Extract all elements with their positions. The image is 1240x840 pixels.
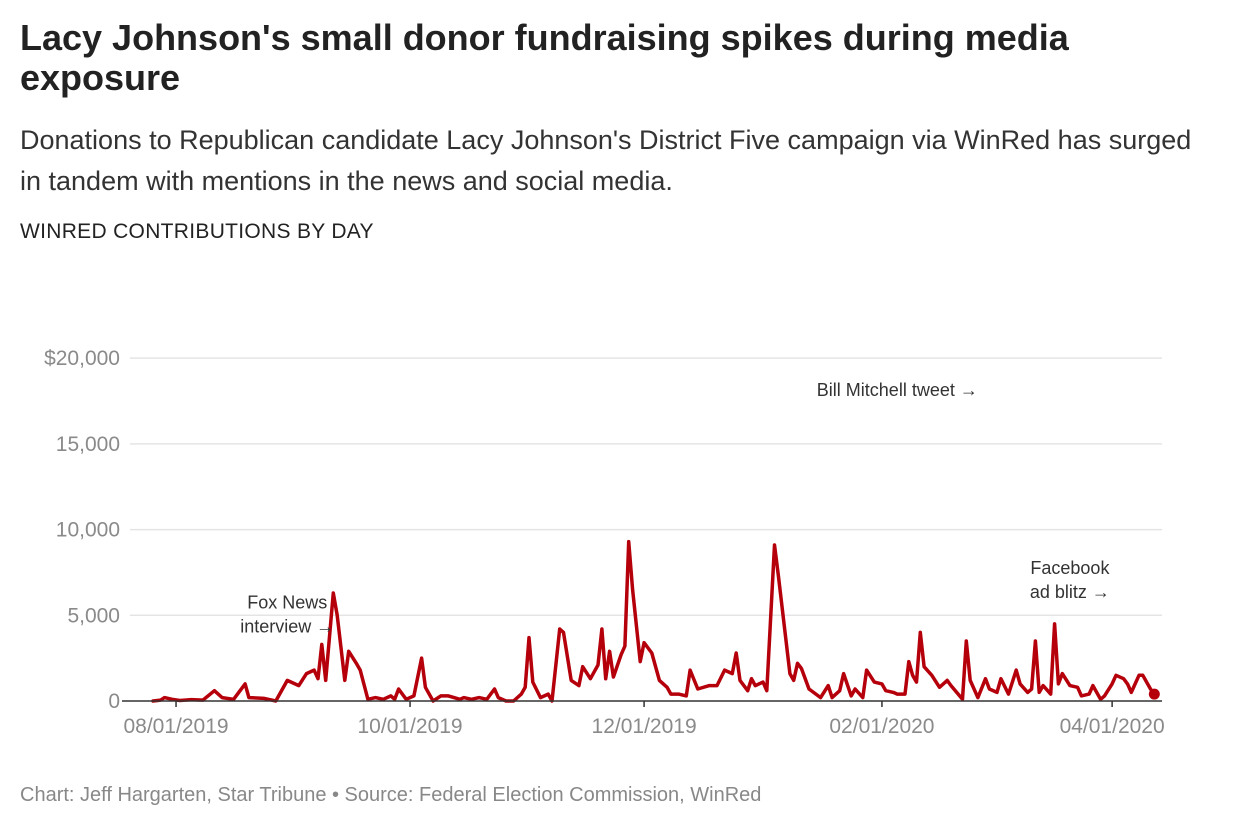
- x-tick-label: 02/01/2020: [829, 715, 934, 738]
- x-tick-label: 04/01/2020: [1060, 715, 1165, 738]
- y-tick-label: 0: [108, 690, 120, 713]
- x-tick-label: 12/01/2019: [592, 715, 697, 738]
- y-tick-label: 15,000: [56, 433, 120, 456]
- chart-credits: Chart: Jeff Hargarten, Star Tribune • So…: [20, 784, 762, 806]
- y-axis-label: WINRED CONTRIBUTIONS BY DAY: [20, 220, 374, 243]
- y-tick-label: 5,000: [67, 604, 120, 627]
- y-tick-label: $20,000: [44, 347, 120, 370]
- x-tick-label: 08/01/2019: [123, 715, 228, 738]
- annotation-fox-news-line-1: interview →: [240, 616, 334, 636]
- last-point-marker: [1148, 688, 1160, 700]
- y-axis-ticks: 0 5,000 10,000 15,000 $20,000: [44, 347, 120, 713]
- annotation-facebook-line-0: Facebook: [1030, 558, 1110, 578]
- series-layer: [122, 539, 1162, 703]
- chart-title: Lacy Johnson's small donor fundraising s…: [20, 17, 1069, 98]
- chart-subtitle: Donations to Republican candidate Lacy J…: [20, 125, 1192, 196]
- series-line-0: [151, 539, 1157, 703]
- y-tick-label: 10,000: [56, 519, 120, 542]
- annotations: Fox News interview → Bill Mitchell tweet →…: [240, 380, 1126, 636]
- gridlines: [130, 357, 1162, 617]
- annotation-facebook-line-1: ad blitz →: [1030, 582, 1110, 602]
- x-axis-ticks: 08/01/2019 10/01/2019 12/01/2019 02/01/2020…: [123, 701, 1165, 738]
- x-tick-label: 10/01/2019: [358, 715, 463, 738]
- line-chart: 0 5,000 10,000 15,000 $20,000 08/01/2019 10/0…: [44, 347, 1165, 738]
- annotation-bill-mitchell-line-0: Bill Mitchell tweet →: [817, 380, 978, 400]
- annotation-bg: [1013, 554, 1126, 613]
- annotation-fox-news-line-0: Fox News: [247, 592, 327, 612]
